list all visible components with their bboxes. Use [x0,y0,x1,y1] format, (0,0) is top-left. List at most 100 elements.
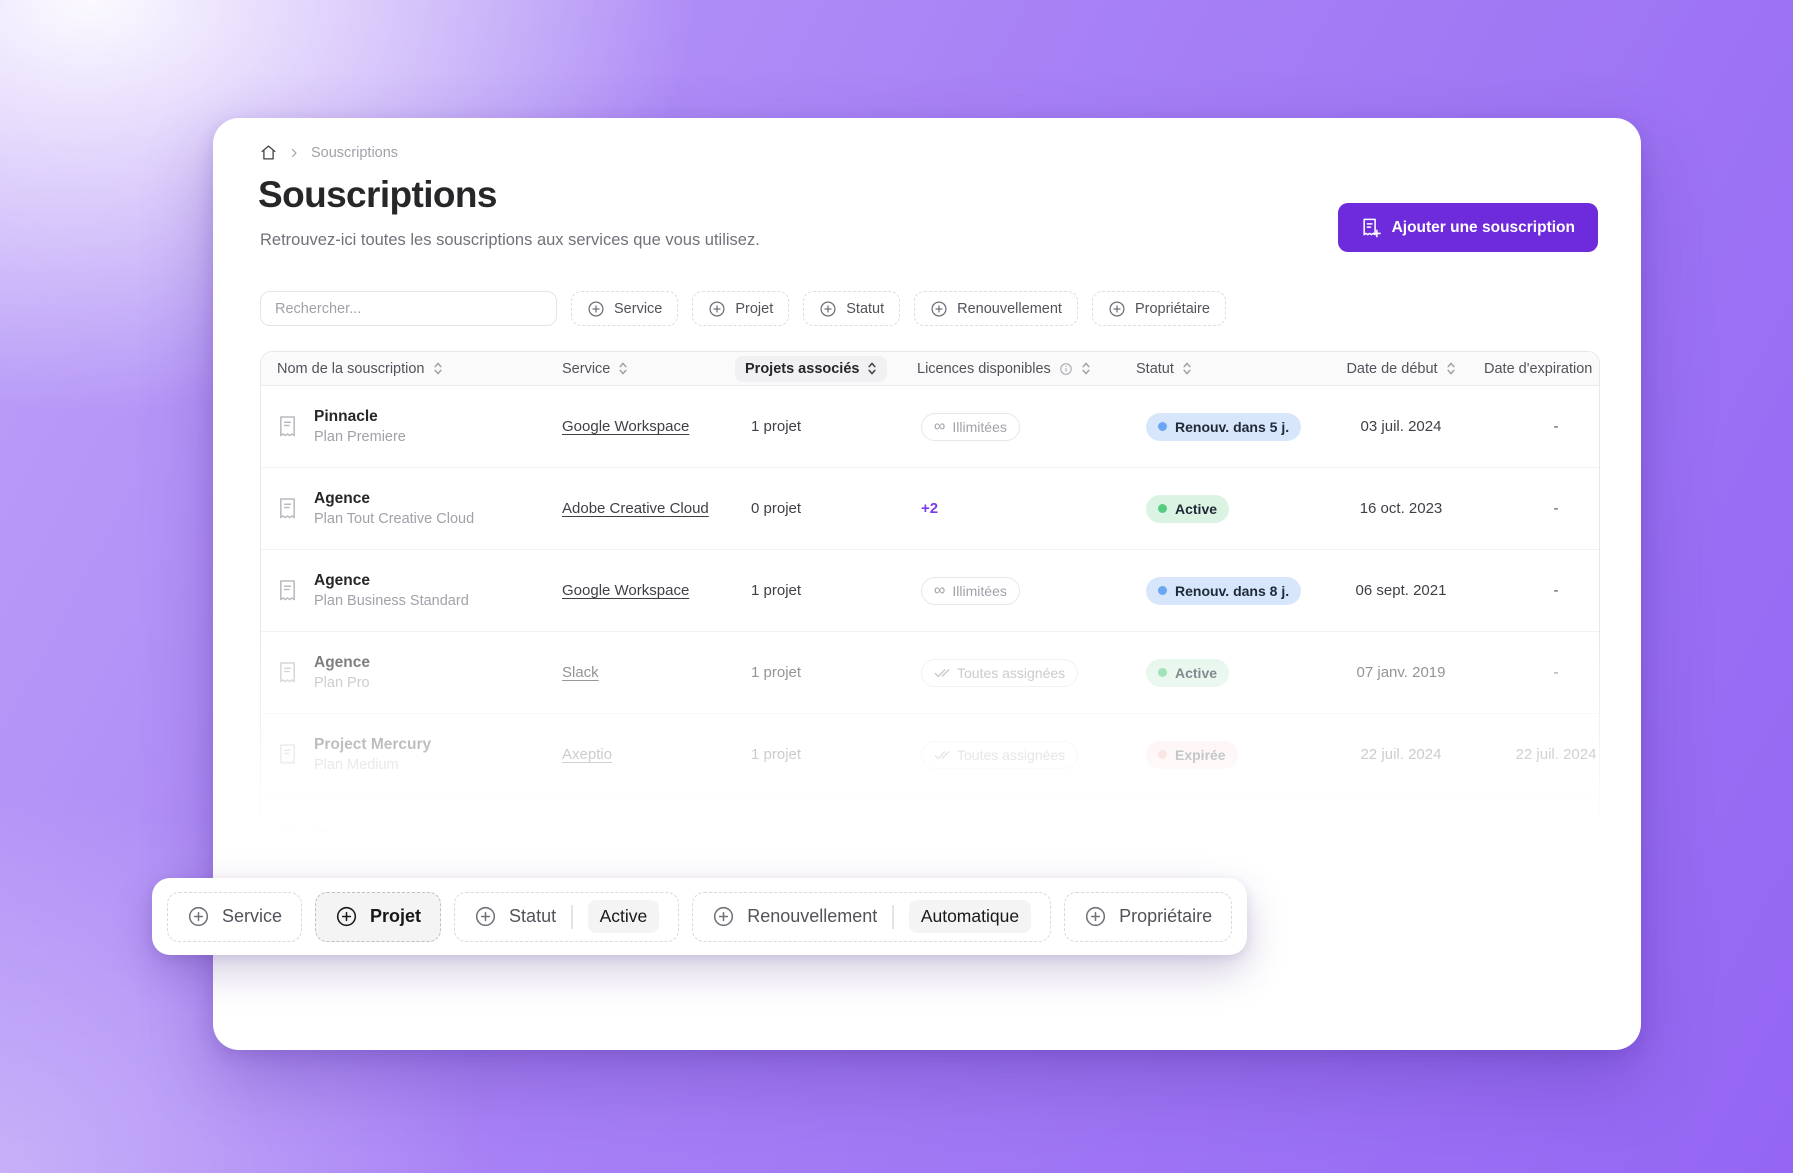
table-row[interactable]: Agence Plan Tout Creative Cloud Adobe Cr… [261,468,1599,550]
table-row[interactable]: Project Mercury Plan Medium Axeptio 1 pr… [261,714,1599,796]
service-link[interactable]: Adobe Creative Cloud [562,500,709,517]
start-date: 22 juil. 2024 [1360,746,1442,763]
licenses-label: Illimitées [952,418,1007,435]
filter-chip-service[interactable]: Service [571,291,679,326]
column-label: Service [562,360,611,377]
status-badge: Active [1146,658,1230,687]
table-row[interactable]: Agence Plan Pro Slack 1 projet Toutes as… [261,632,1599,714]
toolbar-chip-label: Projet [370,906,422,926]
toolbar-chip-label: Service [222,906,283,926]
subscription-name: Quantum [314,826,383,836]
toolbar-filter-chip-propriétaire[interactable]: Propriétaire [1064,891,1233,942]
filter-chip-label: Propriétaire [1134,300,1210,317]
plus-circle-icon [712,905,735,928]
home-icon[interactable] [260,144,277,161]
status-cell: Renouv. dans 5 j. [1126,412,1326,441]
toolbar-chip-label: Propriétaire [1119,906,1213,926]
toolbar-filter-chip-renouvellement[interactable]: Renouvellement Automatique [692,891,1052,942]
licenses-cell: Toutes assignées [901,658,1126,687]
plus-circle-icon [708,300,726,318]
info-icon[interactable] [1059,362,1073,376]
table-row[interactable]: Quantum [261,796,1599,836]
status-dot [1158,422,1167,431]
chevron-right-icon [288,147,300,159]
plus-circle-icon [187,905,210,928]
column-label: Nom de la souscription [277,360,425,377]
column-header[interactable]: Projets associés [711,355,901,382]
subscription-plan: Plan Medium [314,757,399,773]
status-dot [1158,504,1167,513]
receipt-icon [277,825,298,835]
chip-divider [571,904,573,929]
subscription-name: Agence [314,490,370,507]
sort-icon[interactable] [867,361,877,376]
column-header[interactable]: Statut [1126,361,1326,377]
plus-circle-icon [587,300,605,318]
column-header[interactable]: Nom de la souscription [261,361,526,377]
receipt-icon [277,578,298,603]
licenses-badge: Toutes assignées [921,740,1079,769]
subscription-name: Project Mercury [314,736,432,753]
sort-icon[interactable] [618,361,628,376]
filter-chip-projet[interactable]: Projet [692,291,790,326]
table-header-row: Nom de la souscription Service Projets a… [261,352,1599,386]
status-dot [1158,750,1167,759]
service-link[interactable]: Slack [562,664,599,681]
subscription-name: Pinnacle [314,408,378,425]
breadcrumb: Souscriptions [260,144,398,161]
plus-circle-icon [1108,300,1126,318]
start-date: 07 janv. 2019 [1356,664,1446,681]
receipt-icon [277,496,298,521]
projects-count: 1 projet [751,418,802,435]
add-subscription-button[interactable]: Ajouter une souscription [1337,203,1598,252]
service-link[interactable]: Google Workspace [562,418,690,435]
plus-circle-icon [819,300,837,318]
filter-chip-propriétaire[interactable]: Propriétaire [1091,291,1226,326]
licenses-badge: Toutes assignées [921,658,1079,687]
column-header[interactable]: Service [526,361,711,377]
status-cell: Active [1126,658,1326,687]
plus-circle-icon [335,905,358,928]
filter-chip-statut[interactable]: Statut [803,291,901,326]
filter-chip-renouvellement[interactable]: Renouvellement [914,291,1078,326]
expiration-date: - [1553,418,1559,435]
licenses-badge: ∞ Illimitées [921,576,1020,605]
receipt-icon [277,660,298,685]
expiration-date: - [1553,664,1559,681]
service-link[interactable]: Axeptio [562,746,613,763]
toolbar-filter-chip-projet[interactable]: Projet [315,891,442,942]
subscriptions-table: Nom de la souscription Service Projets a… [260,351,1600,836]
column-header[interactable]: Date de début [1326,361,1476,377]
receipt-icon [277,414,298,439]
status-cell: Active [1126,494,1326,523]
service-link[interactable]: Google Workspace [562,582,690,599]
status-badge: Expirée [1146,740,1238,769]
licenses-cell: +2 [901,500,1126,517]
column-header[interactable]: Licences disponibles [901,361,1126,377]
sort-icon[interactable] [1446,361,1456,376]
sort-icon[interactable] [433,361,443,376]
sort-icon[interactable] [1081,361,1091,376]
search-input[interactable] [260,291,557,326]
infinity-icon: ∞ [934,581,946,599]
toolbar-filter-chip-service[interactable]: Service [167,891,303,942]
toolbar-chip-label: Statut [509,906,557,926]
filter-chip-label: Service [614,300,663,317]
toolbar-filter-chip-statut[interactable]: Statut Active [454,891,680,942]
projects-count: 1 projet [751,664,802,681]
column-header[interactable]: Date d'expiration [1476,360,1599,377]
status-label: Renouv. dans 8 j. [1175,582,1290,599]
licenses-cell: ∞ Illimitées [901,412,1126,441]
toolbar-chip-value[interactable]: Automatique [908,900,1032,933]
subscription-plan: Plan Pro [314,675,370,691]
table-row[interactable]: Pinnacle Plan Premiere Google Workspace … [261,386,1599,468]
table-row[interactable]: Agence Plan Business Standard Google Wor… [261,550,1599,632]
toolbar-chip-value[interactable]: Active [587,900,660,933]
column-label: Date d'expiration [1484,360,1593,377]
licenses-more-link[interactable]: +2 [921,500,939,517]
status-label: Active [1175,664,1218,681]
receipt-icon [277,742,298,767]
sort-icon[interactable] [1182,361,1192,376]
filter-chip-label: Renouvellement [957,300,1062,317]
status-label: Expirée [1175,746,1226,763]
